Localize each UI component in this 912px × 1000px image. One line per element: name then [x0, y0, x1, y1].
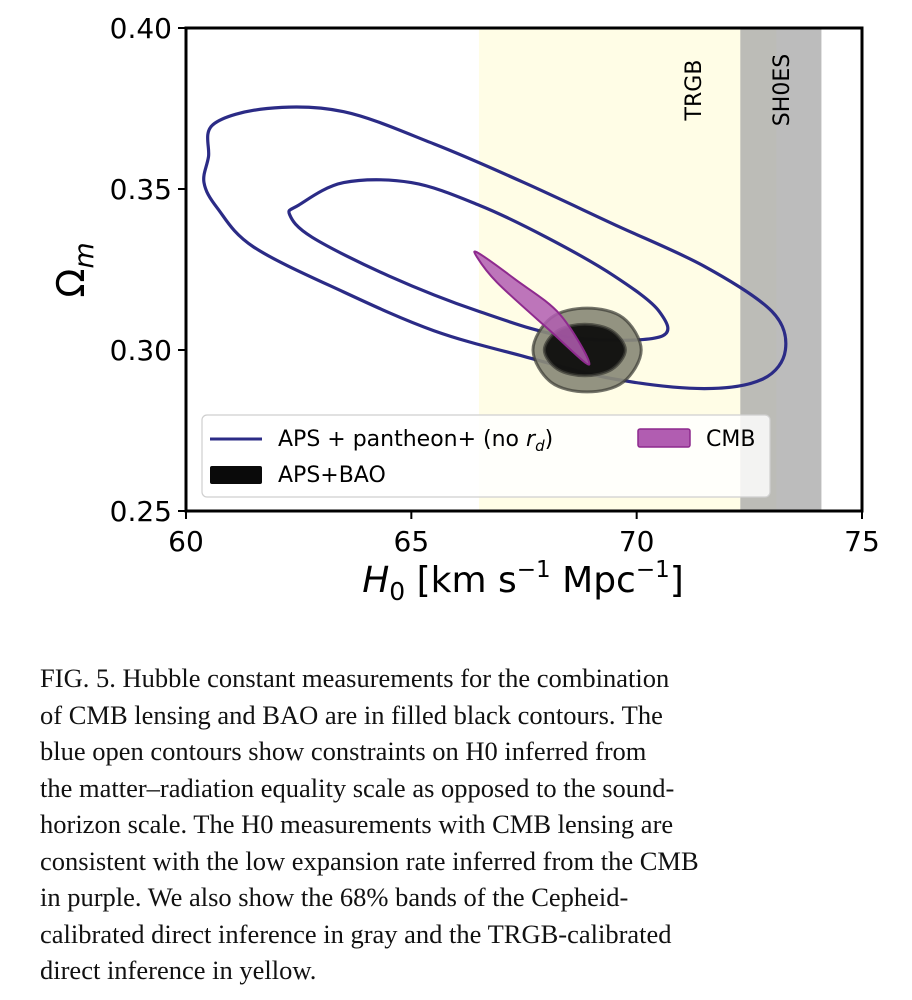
- figure-caption: FIG. 5. Hubble constant measurements for…: [40, 660, 900, 989]
- chart: TRGB SH0ES 60 65 70 75 0.25 0.30 0.35 0.40 APS +…: [49, 12, 880, 606]
- caption-line: direct inference in yellow.: [40, 955, 317, 985]
- y-tick-label: 0.35: [110, 173, 172, 206]
- caption-line: in purple. We also show the 68% bands of…: [40, 882, 629, 912]
- legend: APS + pantheon+ (no rd) APS+BAO CMB: [201, 414, 771, 498]
- x-axis-title: H0 [km s−1 Mpc−1]: [362, 557, 684, 606]
- x-tick-label: 70: [619, 525, 655, 558]
- contour-aps-pantheon-no-r-d-68: [287, 178, 670, 342]
- x-tick-label: 60: [168, 525, 204, 558]
- y-tick-label: 0.40: [110, 12, 172, 45]
- y-tick-label: 0.25: [110, 495, 172, 528]
- caption-line: horizon scale. The H0 measurements with …: [40, 809, 674, 839]
- x-tick-label: 75: [844, 525, 880, 558]
- caption-line: the matter–radiation equality scale as o…: [40, 772, 675, 803]
- legend-box: [201, 414, 771, 498]
- caption-line: calibrated direct inference in gray and …: [40, 918, 672, 949]
- caption-line: of CMB lensing and BAO are in filled bla…: [40, 699, 663, 730]
- band-label-sh0es: SH0ES: [770, 54, 795, 126]
- caption-line: blue open contours show constraints on H…: [40, 736, 647, 766]
- plot-frame: [184, 26, 864, 513]
- legend-label-aps-pantheon: APS + pantheon+ (no rd): [278, 427, 553, 455]
- legend-swatch-cmb: [637, 428, 691, 448]
- legend-swatch-aps-bao: [210, 466, 262, 484]
- y-axis-title: Ωm: [49, 242, 100, 297]
- band-label-trgb: TRGB: [682, 60, 707, 122]
- x-tick-label: 65: [394, 525, 430, 558]
- legend-label-aps-bao: APS+BAO: [278, 463, 386, 488]
- y-tick-label: 0.30: [110, 334, 172, 367]
- caption-line: FIG. 5. Hubble constant measurements for…: [40, 663, 670, 693]
- caption-line: consistent with the low expansion rate i…: [40, 845, 699, 876]
- legend-label-cmb: CMB: [706, 427, 755, 452]
- contour-cmb-95: [473, 250, 591, 366]
- contour-aps-pantheon-no-r-d-95: [202, 105, 788, 391]
